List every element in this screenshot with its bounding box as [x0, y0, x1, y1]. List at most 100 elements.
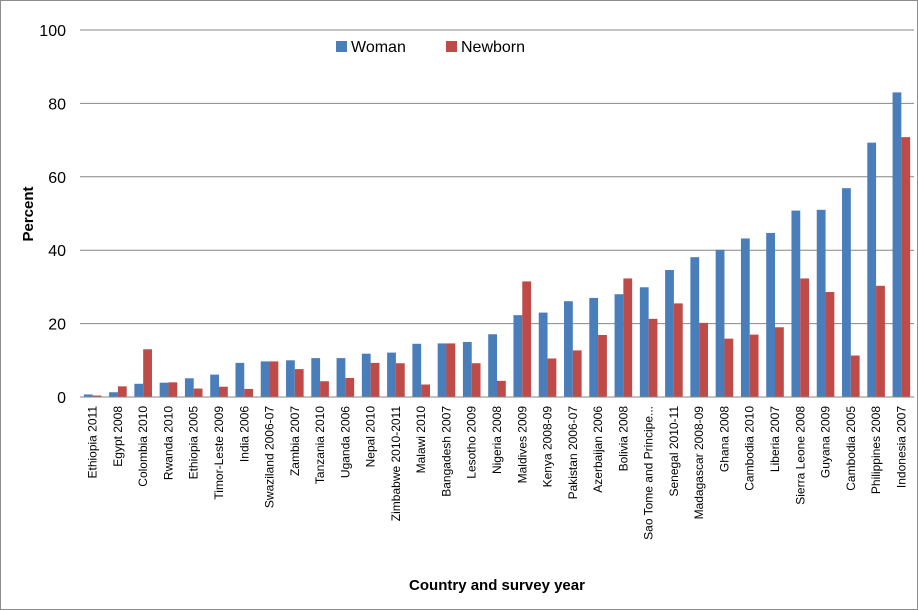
y-tick-label: 0 — [57, 390, 66, 407]
bar-newborn — [446, 343, 456, 397]
bar-newborn — [168, 382, 178, 397]
bar-woman — [260, 361, 270, 397]
x-tick-label: Guyana 2009 — [819, 406, 833, 478]
bar-newborn — [294, 369, 304, 397]
bar-woman — [488, 334, 497, 397]
y-tick-label: 40 — [48, 243, 66, 260]
bar-newborn — [901, 137, 911, 397]
bar-woman — [109, 392, 118, 397]
bar-woman — [892, 92, 902, 397]
x-tick-label: Nepal 2010 — [364, 406, 378, 468]
x-tick-label: Ethiopia 2005 — [187, 406, 201, 480]
y-tick-label: 80 — [48, 96, 66, 113]
bar-woman — [184, 378, 194, 397]
bar-newborn — [143, 349, 152, 397]
x-tick-label: Kenya 2008-09 — [541, 406, 555, 488]
bar-newborn — [648, 318, 658, 397]
bar-newborn — [775, 327, 784, 397]
gridlines — [80, 29, 914, 325]
bar-newborn — [92, 395, 102, 397]
legend-swatch-woman — [336, 41, 347, 52]
bar-woman — [715, 249, 725, 397]
x-tick-label: Zambia 2007 — [288, 406, 302, 476]
bar-newborn — [623, 278, 633, 397]
legend-label-woman: Woman — [351, 39, 406, 56]
bar-newborn — [825, 292, 835, 397]
bar-newborn — [673, 303, 683, 397]
bar-newborn — [320, 381, 329, 397]
bar-woman — [538, 312, 548, 397]
x-tick-labels: Ethiopia 2011 Egypt 2008 Colombia 2010 Rwan… — [86, 406, 909, 540]
bar-woman — [311, 358, 321, 397]
bar-newborn — [471, 363, 481, 397]
x-tick-label: Sierra Leone 2008 — [793, 406, 807, 505]
x-tick-label: Liberia 2007 — [768, 406, 782, 472]
x-axis-title: Country and survey year — [409, 577, 585, 594]
x-tick-label: Timor-Leste 2009 — [212, 406, 226, 500]
x-tick-label: Bangadesh 2007 — [439, 406, 453, 497]
bars — [83, 92, 911, 397]
x-tick-label: Indonesia 2007 — [894, 406, 908, 488]
bar-newborn — [370, 362, 380, 397]
x-tick-label: Ghana 2008 — [717, 406, 731, 472]
x-tick-label: Maldives 2009 — [515, 406, 529, 484]
x-tick-label: Cambodia 2005 — [844, 406, 858, 491]
bar-newborn — [724, 338, 734, 397]
x-tick-label: Senegal 2010-11 — [667, 406, 681, 497]
x-tick-label: Bolivia 2008 — [616, 406, 630, 472]
x-tick-label: Egypt 2008 — [111, 406, 125, 467]
bar-woman — [134, 383, 144, 397]
bar-woman — [83, 394, 93, 397]
bar-woman — [816, 209, 826, 397]
bar-newborn — [699, 322, 708, 397]
bar-woman — [235, 362, 245, 397]
bar-newborn — [598, 334, 607, 397]
x-tick-label: Nigeria 2008 — [490, 406, 504, 474]
x-tick-label: Ethiopia 2011 — [86, 406, 100, 479]
bar-woman — [361, 353, 371, 397]
bar-woman — [412, 343, 422, 397]
x-tick-label: Swaziland 2006-07 — [263, 406, 277, 508]
bar-woman — [589, 297, 599, 397]
bar-newborn — [219, 386, 228, 397]
bar-woman — [336, 358, 346, 397]
x-tick-label: Philippines 2008 — [869, 406, 883, 494]
bar-newborn — [117, 386, 127, 397]
bar-woman — [791, 210, 801, 397]
x-tick-label: Malawi 2010 — [414, 406, 428, 474]
y-axis-title: Percent — [20, 186, 37, 241]
bar-woman — [639, 287, 649, 397]
y-tick-labels: 0 20 40 60 80 100 — [39, 23, 66, 407]
bar-newborn — [395, 363, 405, 397]
bar-newborn — [850, 355, 860, 397]
bar-woman — [867, 142, 877, 397]
bar-newborn — [800, 278, 810, 397]
x-tick-label: Colombia 2010 — [136, 406, 150, 487]
bar-woman — [614, 294, 624, 397]
x-tick-label: Tanzania 2010 — [313, 406, 327, 484]
x-tick-label: Rwanda 2010 — [161, 406, 175, 480]
bar-newborn — [193, 388, 203, 397]
bar-woman — [842, 188, 851, 397]
bar-woman — [159, 382, 169, 397]
bar-woman — [437, 343, 447, 397]
x-tick-label: Lesotho 2009 — [465, 406, 479, 479]
x-tick-label: Zimbabwe 2010-2011 — [389, 406, 403, 522]
x-tick-label: Madagascar 2008-09 — [692, 406, 706, 520]
bar-woman — [210, 374, 219, 397]
y-tick-label: 20 — [48, 317, 66, 334]
y-tick-label: 60 — [48, 170, 66, 187]
bar-woman — [665, 270, 674, 397]
legend-swatch-newborn — [446, 41, 457, 52]
bar-newborn — [497, 380, 506, 397]
bar-newborn — [269, 361, 279, 397]
x-tick-label: Pakistan 2006-07 — [566, 406, 580, 500]
bar-woman — [564, 301, 573, 397]
x-tick-label: Azerbaijan 2006 — [591, 406, 605, 493]
x-tick-label: Sao Tome and Principe... — [642, 406, 656, 540]
x-tick-label: Cambodia 2010 — [743, 406, 757, 491]
bar-woman — [286, 360, 295, 397]
x-tick-label: Uganda 2006 — [338, 406, 352, 478]
bar-newborn — [572, 350, 582, 397]
y-tick-label: 100 — [39, 23, 66, 40]
